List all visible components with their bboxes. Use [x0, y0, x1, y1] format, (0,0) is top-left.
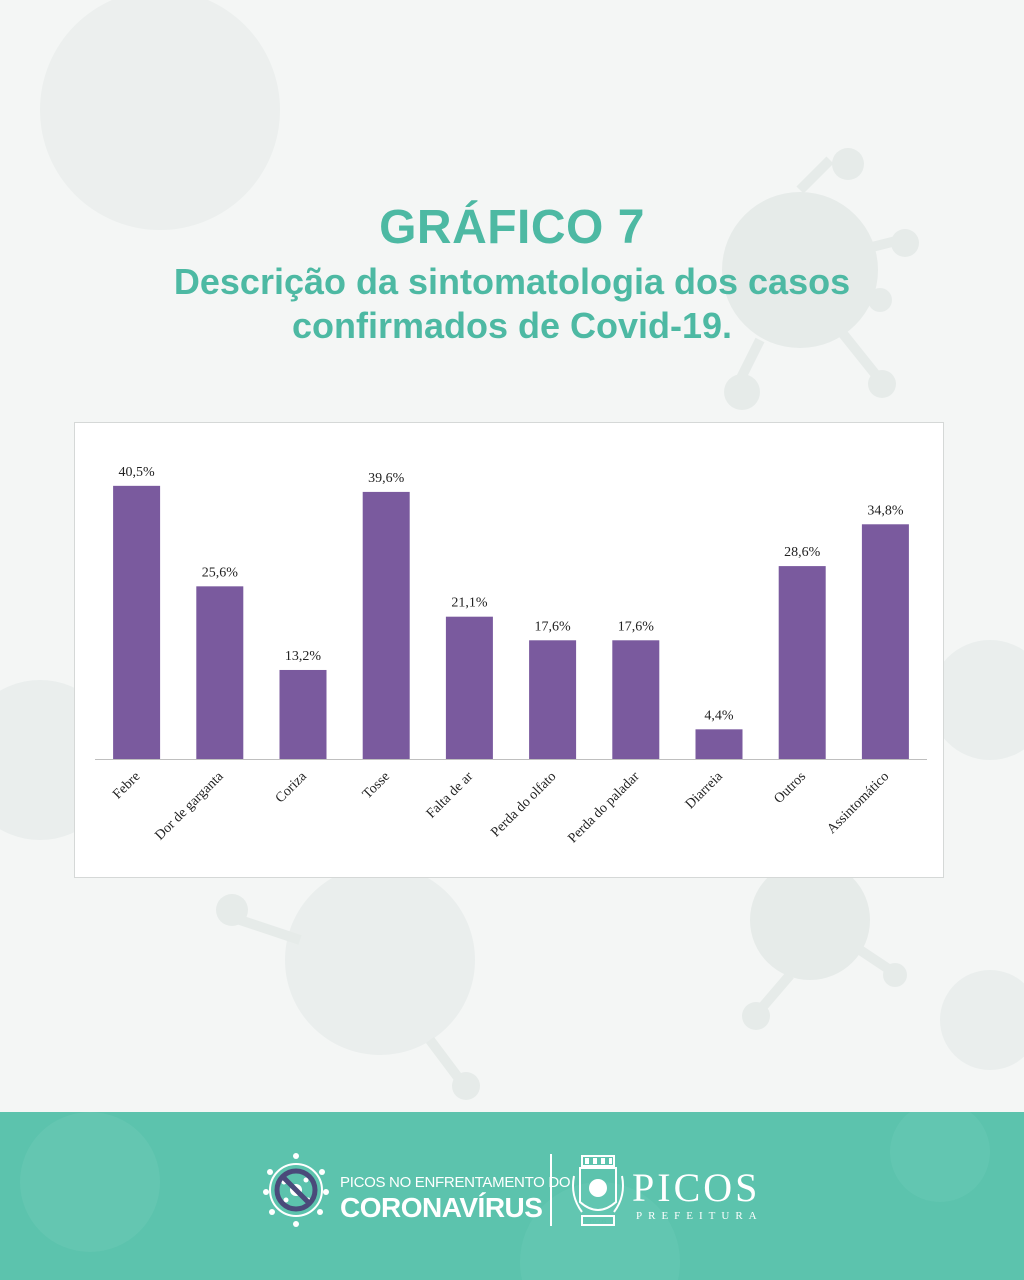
bars-layer — [113, 485, 909, 759]
bar-3 — [362, 491, 410, 759]
bar-0 — [113, 485, 161, 759]
footer-divider — [550, 1154, 552, 1226]
chart-panel: 40,5% 25,6% 13,2% 39,6% 21,1% 17,6% 17,6% 4,4% 2… — [74, 422, 944, 878]
category-label-8: Outros — [771, 769, 809, 807]
value-label-6: 17,6% — [618, 619, 655, 634]
value-labels-layer: 40,5% 25,6% 13,2% 39,6% 21,1% 17,6% 17,6% 4,4% 2… — [119, 465, 904, 723]
bar-8 — [778, 566, 826, 759]
campaign-line1: PICOS NO ENFRENTAMENTO DO — [340, 1174, 571, 1191]
value-label-1: 25,6% — [202, 565, 239, 580]
value-label-4: 21,1% — [451, 596, 488, 611]
value-label-9: 34,8% — [867, 503, 904, 518]
chart-subtitle-line2: confirmados de Covid-19. — [291, 305, 733, 346]
chart-heading: GRÁFICO 7 Descrição da sintomatologia do… — [0, 196, 1024, 348]
city-subtitle: PREFEITURA — [636, 1210, 763, 1222]
footer-banner: PICOS NO ENFRENTAMENTO DO CORONAVÍRUS PI… — [0, 1112, 1024, 1280]
category-label-0: Febre — [110, 769, 143, 802]
category-label-9: Assintomático — [824, 769, 892, 837]
bar-7 — [695, 729, 743, 759]
chart-subtitle-line1: Descrição da sintomatologia dos casos — [173, 261, 851, 302]
city-crest-icon: PICOS — [572, 1155, 624, 1226]
bar-chart: 40,5% 25,6% 13,2% 39,6% 21,1% 17,6% 17,6% 4,4% 2… — [95, 465, 927, 847]
value-label-3: 39,6% — [368, 471, 405, 486]
category-label-3: Tosse — [360, 769, 393, 802]
value-label-0: 40,5% — [119, 465, 156, 480]
category-label-6: Perda do paladar — [565, 769, 642, 846]
value-label-5: 17,6% — [535, 619, 572, 634]
footer-virus-decoration — [20, 1112, 990, 1280]
bar-4 — [445, 616, 493, 759]
bar-5 — [529, 640, 577, 759]
bar-1 — [196, 586, 244, 759]
value-label-8: 28,6% — [784, 545, 821, 560]
value-label-7: 4,4% — [704, 708, 734, 723]
crossed-virus-icon — [263, 1153, 329, 1227]
value-label-2: 13,2% — [285, 649, 322, 664]
category-label-5: Perda do olfato — [488, 769, 559, 840]
city-name: PICOS — [632, 1165, 761, 1210]
campaign-line2: CORONAVÍRUS — [340, 1192, 543, 1223]
category-label-4: Falta de ar — [424, 769, 477, 822]
chart-title: GRÁFICO 7 — [379, 201, 645, 254]
category-label-2: Coriza — [273, 769, 311, 807]
crest-banner-text: PICOS — [589, 1219, 606, 1225]
bar-6 — [612, 640, 660, 759]
campaign-logo: PICOS NO ENFRENTAMENTO DO CORONAVÍRUS — [260, 1152, 571, 1242]
category-label-7: Diarreia — [683, 769, 727, 813]
category-labels-layer: Febre Dor de garganta Coriza Tosse Falta de … — [110, 769, 892, 847]
bar-9 — [861, 524, 909, 759]
bar-2 — [279, 669, 327, 759]
city-logo: PICOS PICOS PREFEITURA — [568, 1150, 778, 1234]
category-label-1: Dor de garganta — [152, 769, 227, 844]
